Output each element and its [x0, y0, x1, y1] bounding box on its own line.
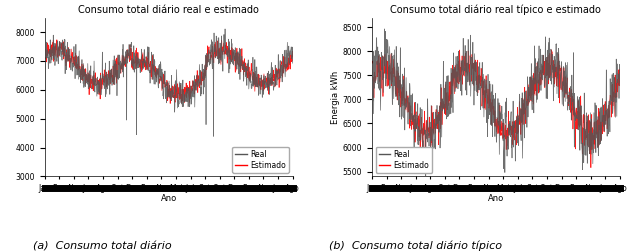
Legend: Real, Estimado: Real, Estimado [233, 147, 289, 173]
Y-axis label: Energia kWh: Energia kWh [331, 70, 340, 124]
X-axis label: Ano: Ano [488, 195, 504, 203]
Title: Consumo total diário real típico e estimado: Consumo total diário real típico e estim… [390, 5, 601, 15]
Text: (b)  Consumo total diário típico: (b) Consumo total diário típico [329, 241, 502, 251]
Legend: Real, Estimado: Real, Estimado [376, 147, 432, 173]
X-axis label: Ano: Ano [160, 195, 177, 203]
Text: (a)  Consumo total diário: (a) Consumo total diário [33, 241, 171, 251]
Title: Consumo total diário real e estimado: Consumo total diário real e estimado [78, 6, 259, 15]
